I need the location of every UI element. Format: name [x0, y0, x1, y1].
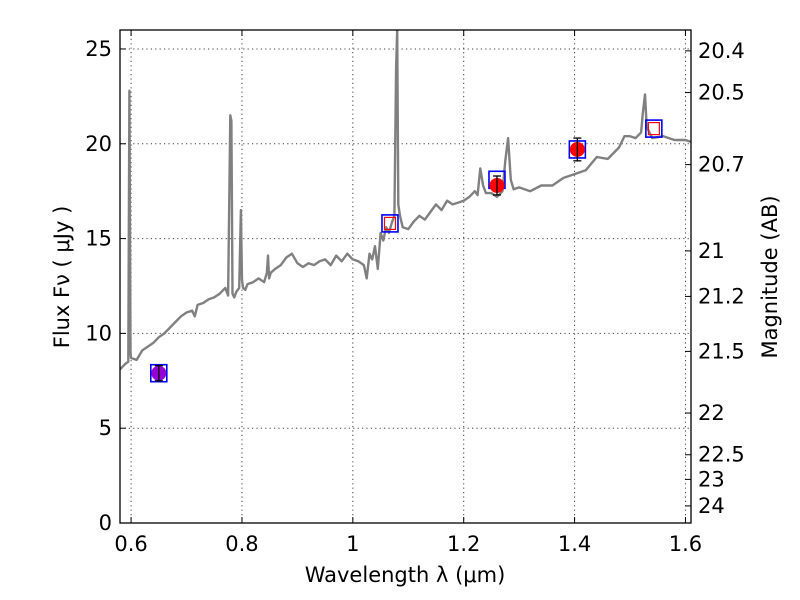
x-tick-label: 1.6	[669, 532, 702, 556]
tick-layer: 0.6 0.8 1 1.2 1.4 1.6 0 5 10 15 20 25 20.4 20.5 20.7 21…	[85, 30, 745, 556]
right-tick-label: 21	[698, 239, 725, 263]
right-tick-label: 22	[698, 401, 725, 425]
series-layer	[120, 30, 691, 371]
right-axis-label: Magnitude (AB)	[758, 195, 782, 358]
right-tick-label: 23	[698, 467, 725, 491]
right-tick-label: 20.4	[698, 39, 745, 63]
right-tick-label: 24	[698, 494, 725, 518]
spectrum-line	[120, 30, 691, 371]
y-tick-label: 10	[85, 321, 112, 345]
x-axis-label: Wavelength λ (μm)	[305, 563, 506, 587]
right-tick-label: 21.2	[698, 284, 745, 308]
y-tick-label: 20	[85, 132, 112, 156]
open-square-marker	[647, 121, 660, 136]
model-square-marker	[150, 363, 168, 383]
open-square-marker	[383, 216, 397, 231]
y-tick-label: 25	[85, 37, 112, 61]
y-tick-label: 0	[99, 511, 112, 535]
model-square-marker	[645, 119, 663, 138]
y-tick-label: 15	[85, 227, 112, 251]
y-tick-label: 5	[99, 416, 112, 440]
y-axis-label: Flux Fν ( μJy )	[50, 206, 74, 349]
right-tick-label: 22.5	[698, 443, 745, 467]
model-square-marker	[381, 214, 399, 233]
right-tick-label: 20.7	[698, 153, 745, 177]
x-tick-label: 1.4	[558, 532, 591, 556]
grid	[120, 30, 691, 524]
marker-layer	[150, 119, 663, 383]
x-tick-label: 1	[346, 532, 359, 556]
right-tick-label: 20.5	[698, 81, 745, 105]
plot-frame	[119, 29, 692, 524]
x-tick-label: 0.8	[225, 532, 258, 556]
x-tick-label: 0.6	[114, 532, 147, 556]
right-tick-label: 21.5	[698, 339, 745, 363]
x-tick-label: 1.2	[447, 532, 480, 556]
